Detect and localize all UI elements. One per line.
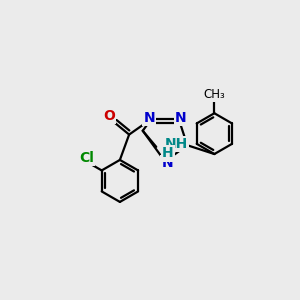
Text: N: N (175, 111, 187, 124)
Text: N: N (161, 156, 173, 170)
Text: CH₃: CH₃ (203, 88, 225, 101)
Text: H: H (162, 146, 174, 161)
Text: O: O (103, 109, 115, 123)
Text: Cl: Cl (79, 151, 94, 164)
Text: NH: NH (165, 137, 188, 151)
Text: N: N (143, 111, 155, 124)
